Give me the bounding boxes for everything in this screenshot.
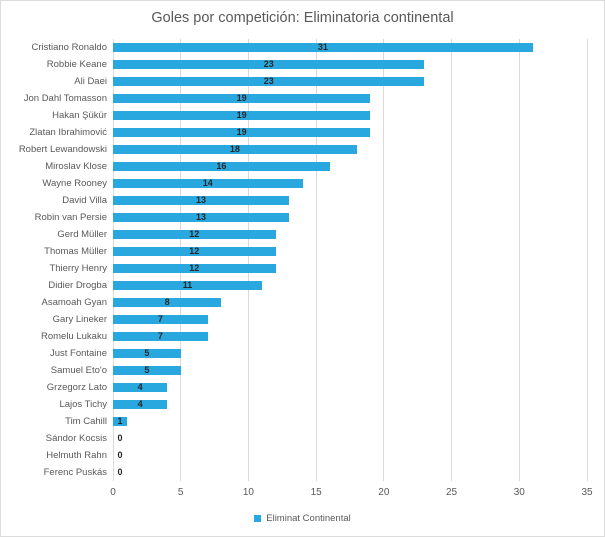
category-label: Miroslav Klose: [45, 161, 107, 172]
bar-value-label: 19: [236, 110, 247, 120]
bar-value-label: 0: [117, 450, 123, 460]
category-label: Grzegorz Lato: [46, 382, 107, 393]
category-label: Robert Lewandowski: [18, 144, 107, 155]
category-label: Thierry Henry: [49, 263, 107, 274]
category-label: David Villa: [62, 195, 107, 206]
bar: [113, 383, 168, 392]
bar: [113, 94, 371, 103]
bar-value-label: 19: [236, 127, 247, 137]
category-label: Tim Cahill: [65, 416, 107, 427]
gridline: [586, 39, 588, 481]
category-label: Just Fontaine: [49, 348, 107, 359]
category-label: Helmuth Rahn: [46, 450, 107, 461]
bar: [113, 145, 357, 154]
bar-value-label: 0: [117, 467, 123, 477]
bar-value-label: 13: [196, 195, 207, 205]
gridline: [247, 39, 249, 481]
category-label: Zlatan Ibrahimović: [29, 127, 107, 138]
bar: [113, 111, 371, 120]
bar-value-label: 5: [144, 348, 150, 358]
bar-value-label: 12: [189, 263, 200, 273]
x-axis-tick-label: 20: [378, 487, 390, 498]
bar: [113, 213, 290, 222]
bar: [113, 281, 262, 290]
bar: [113, 264, 276, 273]
category-label: Jon Dahl Tomasson: [23, 93, 107, 104]
bar-value-label: 13: [196, 212, 207, 222]
bar: [113, 179, 303, 188]
bar: [113, 43, 533, 52]
bar-value-label: 7: [157, 314, 163, 324]
bar-value-label: 5: [144, 365, 150, 375]
x-axis-tick-label: 10: [242, 487, 254, 498]
category-label: Robin van Persie: [34, 212, 107, 223]
bar-value-label: 7: [157, 331, 163, 341]
bar: [113, 366, 181, 375]
category-label: Asamoah Gyan: [41, 297, 107, 308]
bar-value-label: 12: [189, 246, 200, 256]
category-label: Didier Drogba: [48, 280, 107, 291]
bar: [113, 162, 330, 171]
category-label: Sándor Kocsis: [45, 433, 107, 444]
bar-value-label: 1: [117, 416, 123, 426]
bar-value-label: 0: [117, 433, 123, 443]
category-label: Romelu Lukaku: [40, 331, 107, 342]
gridline: [451, 39, 453, 481]
bar-value-label: 11: [182, 280, 193, 290]
category-label: Lajos Tichy: [59, 399, 107, 410]
bar: [113, 60, 425, 69]
x-axis-tick-label: 15: [310, 487, 322, 498]
category-label: Ferenc Puskás: [43, 467, 107, 478]
bar-value-label: 19: [236, 93, 247, 103]
chart-title: Goles por competición: Eliminatoria cont…: [151, 10, 454, 26]
x-axis-tick-label: 25: [446, 487, 458, 498]
bar-value-label: 14: [202, 178, 213, 188]
category-label: Hakan Şükür: [52, 110, 107, 121]
bar-value-label: 8: [164, 297, 170, 307]
bar: [113, 417, 127, 426]
category-label: Gary Lineker: [52, 314, 107, 325]
bar: [113, 349, 181, 358]
gridline: [315, 39, 317, 481]
bar: [113, 298, 222, 307]
category-label: Robbie Keane: [46, 59, 107, 70]
category-label: Gerd Müller: [57, 229, 107, 240]
bar-value-label: 18: [229, 144, 240, 154]
bar-value-label: 23: [263, 59, 274, 69]
bar-value-label: 16: [216, 161, 227, 171]
category-label: Samuel Eto'o: [50, 365, 107, 376]
legend-swatch-icon: [254, 515, 262, 522]
bar: [113, 230, 276, 239]
legend-label: Eliminat Continental: [266, 513, 351, 524]
category-label: Wayne Rooney: [42, 178, 107, 189]
x-axis-tick-label: 30: [513, 487, 525, 498]
bar-value-label: 12: [189, 229, 200, 239]
legend: Eliminat Continental: [1, 513, 604, 524]
bar: [113, 77, 425, 86]
gridline: [518, 39, 520, 481]
x-axis-tick-label: 0: [110, 487, 116, 498]
bar-value-label: 4: [137, 382, 143, 392]
bar: [113, 247, 276, 256]
category-label: Cristiano Ronaldo: [31, 42, 107, 53]
bar-value-label: 23: [263, 76, 274, 86]
bar: [113, 332, 208, 341]
gridline: [180, 39, 182, 481]
bar: [113, 400, 168, 409]
x-axis-tick-label: 5: [177, 487, 184, 498]
bar: [113, 128, 371, 137]
category-label: Thomas Müller: [44, 246, 107, 257]
x-axis-tick-label: 35: [581, 487, 593, 498]
gridline: [112, 39, 114, 481]
bar: [113, 196, 290, 205]
bar-value-label: 4: [137, 399, 143, 409]
bar: [113, 315, 208, 324]
bar-value-label: 31: [317, 42, 328, 52]
category-label: Ali Daei: [74, 76, 107, 87]
gridline: [383, 39, 385, 481]
